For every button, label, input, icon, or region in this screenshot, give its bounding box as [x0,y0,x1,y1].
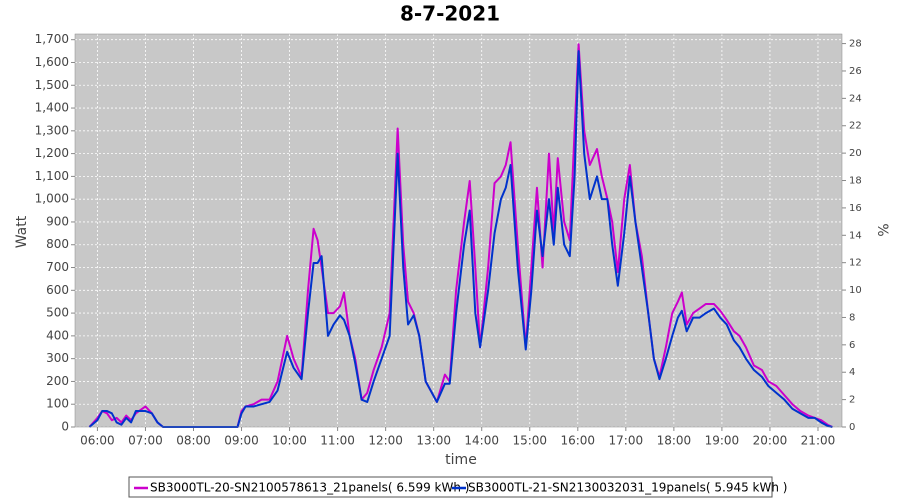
y-tick-label: 500 [46,306,69,320]
y2-tick-label: 22 [849,121,862,132]
y2-tick-label: 28 [849,39,862,50]
axis-frame [74,33,843,428]
x-tick-label: 15:00 [512,434,547,448]
y2-tick-label: 20 [849,148,862,159]
y2-tick-label: 0 [849,422,855,433]
x-tick-label: 21:00 [801,434,836,448]
y-tick-label: 600 [46,283,69,297]
x-tick-label: 06:00 [80,434,115,448]
y-axis-label: Watt [14,215,30,248]
x-axis-label: time [445,452,477,468]
y2-tick-label: 10 [849,285,862,296]
y-tick-label: 1,200 [35,146,69,160]
y-tick-label: 100 [46,397,69,411]
y-tick-label: 1,500 [35,78,69,92]
x-tick-label: 18:00 [657,434,692,448]
x-tick-label: 12:00 [368,434,403,448]
x-tick-label: 14:00 [464,434,499,448]
x-tick-label: 11:00 [320,434,355,448]
y-tick-label: 0 [61,420,69,434]
y2-tick-label: 16 [849,203,862,214]
y-tick-label: 1,700 [35,32,69,46]
y-tick-label: 200 [46,374,69,388]
x-tick-label: 08:00 [176,434,211,448]
y-tick-label: 300 [46,351,69,365]
x-tick-label: 17:00 [609,434,644,448]
y2-tick-label: 14 [849,230,862,241]
y2-tick-label: 24 [849,93,862,104]
y-tick-label: 700 [46,260,69,274]
x-tick-label: 09:00 [224,434,259,448]
legend-label: SB3000TL-20-SN2100578613_21panels( 6.599… [150,481,469,495]
y2-tick-label: 4 [849,367,855,378]
y2-axis-label: % [874,223,890,236]
x-tick-label: 13:00 [416,434,451,448]
x-tick-label: 19:00 [705,434,740,448]
y-tick-label: 1,100 [35,169,69,183]
y-tick-label: 1,000 [35,192,69,206]
x-tick-label: 20:00 [753,434,788,448]
y-tick-label: 1,300 [35,123,69,137]
x-tick-label: 07:00 [128,434,163,448]
x-tick-label: 10:00 [272,434,307,448]
y2-tick-label: 18 [849,176,862,187]
legend-box [128,476,773,498]
y-tick-label: 900 [46,214,69,228]
y2-tick-label: 26 [849,66,862,77]
chart-title: 8-7-2021 [400,2,500,26]
y-tick-label: 400 [46,328,69,342]
x-tick-label: 16:00 [560,434,595,448]
y-tick-label: 1,600 [35,55,69,69]
y2-tick-label: 2 [849,395,855,406]
plot-area [75,34,842,427]
y-tick-label: 800 [46,237,69,251]
series-line [88,50,833,428]
y2-tick-label: 12 [849,258,862,269]
y2-tick-label: 8 [849,312,855,323]
y-tick-label: 1,400 [35,101,69,115]
y2-tick-label: 6 [849,340,855,351]
legend-label: SB3000TL-21-SN2130032031_19panels( 5.945… [468,481,787,495]
